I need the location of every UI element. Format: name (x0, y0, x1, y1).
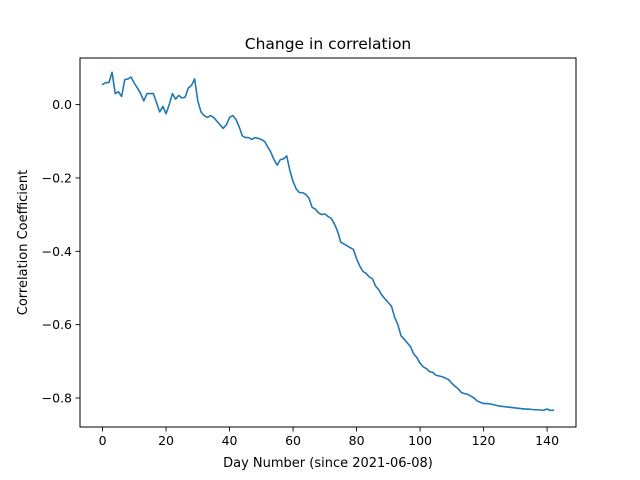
x-tick-label: 40 (222, 433, 238, 448)
series-line (101, 71, 555, 412)
x-tick-label: 100 (408, 433, 432, 448)
y-tick-label: 0.0 (52, 97, 72, 112)
y-tick-label: −0.2 (42, 170, 72, 185)
x-tick-label: 60 (285, 433, 301, 448)
x-tick-label: 140 (535, 433, 559, 448)
y-tick-label: −0.6 (42, 317, 72, 332)
x-tick-label: 80 (349, 433, 365, 448)
x-tick-label: 0 (99, 433, 107, 448)
x-tick-label: 20 (158, 433, 174, 448)
chart-title: Change in correlation (245, 35, 412, 53)
y-tick-label: −0.4 (42, 244, 72, 259)
axes-frame (79, 57, 577, 428)
x-tick-label: 120 (472, 433, 496, 448)
y-tick-label: −0.8 (42, 391, 72, 406)
plot-area: 0 20 40 60 80 100 120 140 0.0 −0.2 −0.4 −0.6 −0.8 (42, 71, 559, 448)
x-axis-label: Day Number (since 2021-06-08) (223, 456, 433, 471)
y-axis-label: Correlation Coefficient (16, 170, 31, 316)
